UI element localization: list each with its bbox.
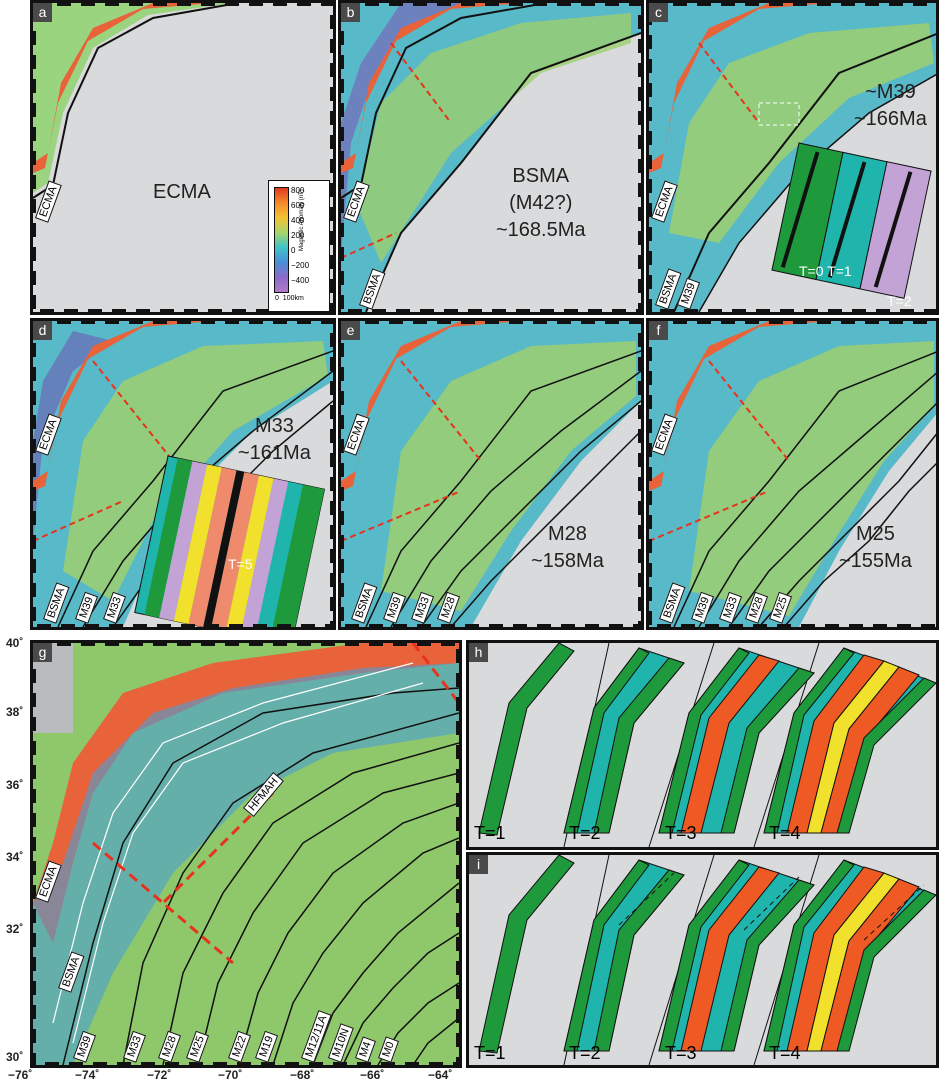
panel-c: c ~M39 ~166Ma T=0 T=1 T=2 ECMA BSMA M39 — [646, 0, 939, 315]
lon-tick: −70˚ — [218, 1068, 243, 1082]
lat-tick: 38˚ — [6, 705, 24, 719]
lon-tick: −66˚ — [360, 1068, 385, 1082]
step-label: T=2 — [569, 823, 601, 843]
panel-title: ECMA — [153, 181, 211, 203]
step-label: T=4 — [769, 823, 801, 843]
step-label: T=1 — [474, 1043, 506, 1063]
lon-tick: −74˚ — [75, 1068, 100, 1082]
lon-tick: −76˚ — [8, 1068, 33, 1082]
panel-title: BSMA (M42?) ~168.5Ma — [496, 165, 586, 241]
map-b — [341, 3, 641, 312]
panel-g: g HFMAH ECMA BSMA M39 M33 M28 M25 M22 M1… — [30, 640, 462, 1068]
panel-i: i T=1 T=2 T=3 T=4 — [466, 852, 939, 1068]
panel-letter: h — [469, 643, 488, 662]
lon-tick: −72˚ — [147, 1068, 172, 1082]
lon-tick: −68˚ — [290, 1068, 315, 1082]
map-g — [33, 643, 459, 1065]
lat-tick: 30˚ — [6, 1050, 24, 1064]
diagram-i — [478, 855, 936, 1065]
panel-letter: a — [33, 3, 52, 22]
lat-tick: 34˚ — [6, 850, 24, 864]
map-d — [33, 321, 333, 627]
map-c — [649, 3, 936, 312]
panel-letter: f — [649, 321, 668, 340]
panel-letter: e — [341, 321, 360, 340]
colorbar-legend: 800 600 400 200 0 −200 −400 Magnetic Anomaly (… — [268, 180, 330, 312]
lat-tick: 40˚ — [6, 636, 24, 650]
step-label: T=2 — [569, 1043, 601, 1063]
inset-label: T=2 — [887, 293, 912, 309]
panel-e: e M28 ~158Ma ECMA BSMA M39 M33 M28 — [338, 318, 644, 630]
panel-title: ~M39 ~166Ma — [854, 81, 927, 130]
panel-letter: i — [469, 855, 488, 874]
step-label: T=4 — [769, 1043, 801, 1063]
inset-label: T=5 — [228, 556, 253, 572]
inset-label: T=0 T=1 — [799, 263, 852, 279]
diagram-h — [478, 643, 936, 847]
panel-a: a ECMA ECMA — [30, 0, 336, 315]
panel-title: M33 ~161Ma — [238, 415, 311, 464]
panel-h: h T=1 T=2 T=3 T=4 — [466, 640, 939, 850]
lat-tick: 32˚ — [6, 922, 24, 936]
map-e — [341, 321, 641, 627]
panel-b: b BSMA (M42?) ~168.5Ma ECMA BSMA — [338, 0, 644, 315]
lon-tick: −64˚ — [428, 1068, 453, 1082]
step-label: T=1 — [474, 823, 506, 843]
panel-letter: d — [33, 321, 52, 340]
step-label: T=3 — [665, 823, 697, 843]
panel-title: M28 ~158Ma — [531, 523, 604, 572]
panel-letter: c — [649, 3, 668, 22]
panel-letter: b — [341, 3, 360, 22]
step-label: T=3 — [665, 1043, 697, 1063]
panel-f: f M25 ~155Ma ECMA BSMA M39 M33 M28 M25 — [646, 318, 939, 630]
map-f — [649, 321, 936, 627]
panel-letter: g — [33, 643, 52, 662]
panel-title: M25 ~155Ma — [839, 523, 912, 572]
lat-tick: 36˚ — [6, 778, 24, 792]
panel-d: d M33 ~161Ma T=5 ECMA BSMA M39 M33 — [30, 318, 336, 630]
